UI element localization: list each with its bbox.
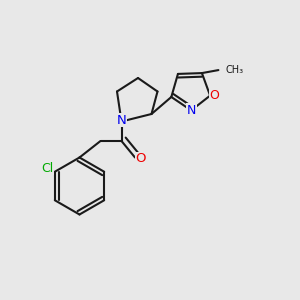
Text: O: O <box>210 89 220 102</box>
Text: N: N <box>187 104 196 117</box>
Text: Cl: Cl <box>41 162 53 175</box>
Text: O: O <box>136 152 146 166</box>
Text: N: N <box>117 113 126 127</box>
Text: CH₃: CH₃ <box>226 65 244 75</box>
